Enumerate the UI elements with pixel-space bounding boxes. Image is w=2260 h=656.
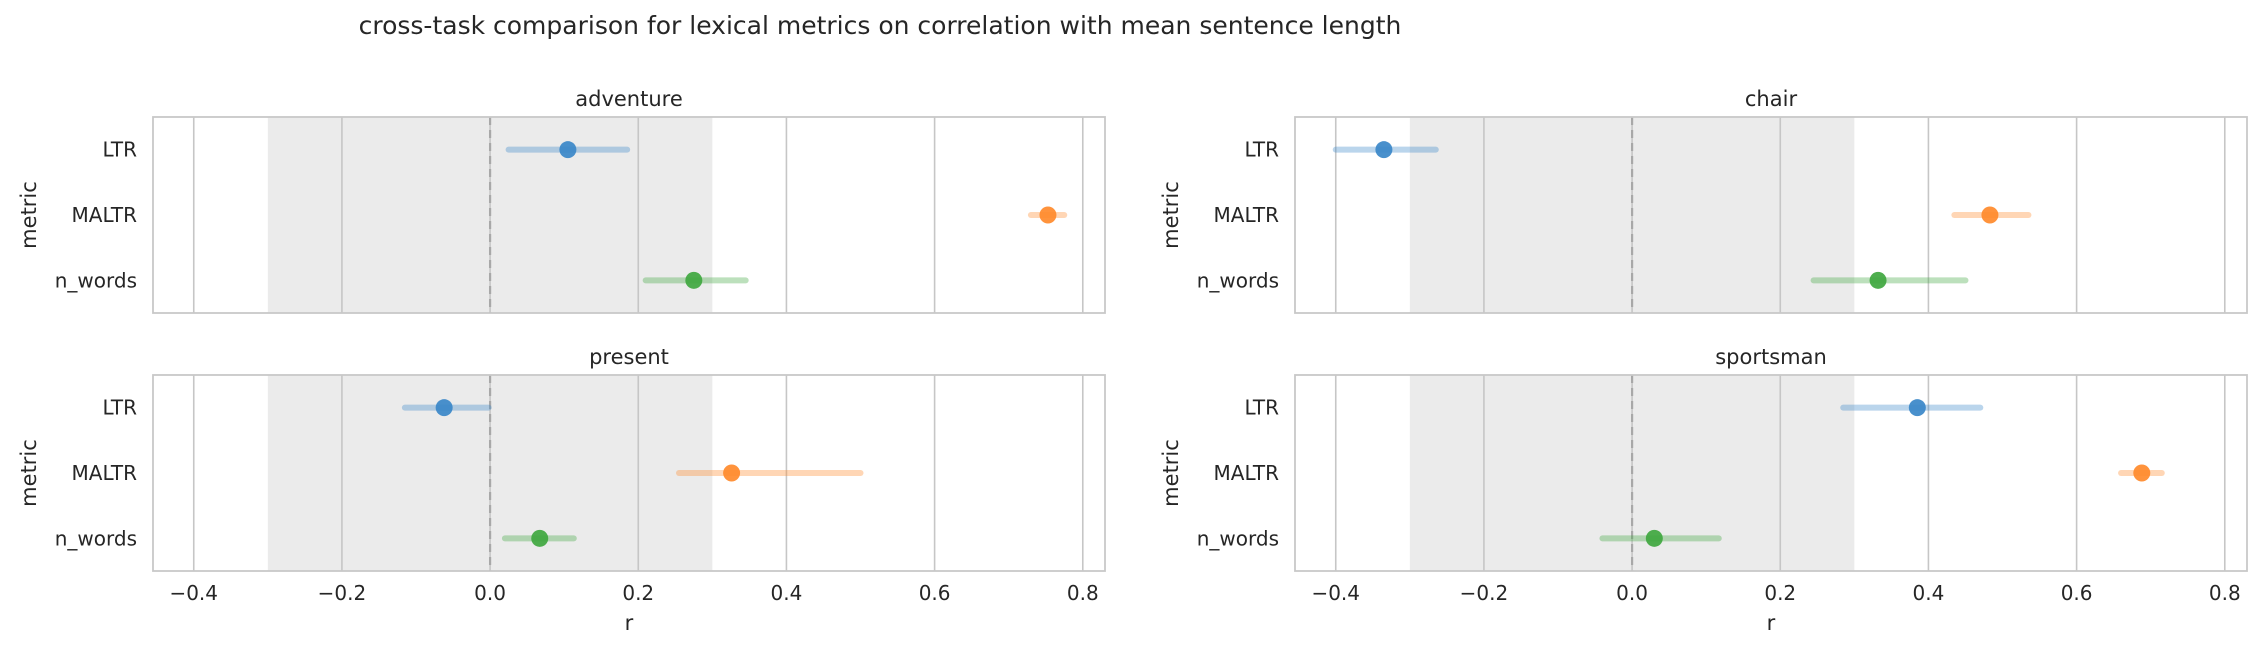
y-axis-label: metric [17, 439, 41, 507]
xtick-label: 0.6 [919, 581, 951, 605]
ytick-label: n_words [55, 268, 137, 292]
subplot-title: chair [1745, 87, 1798, 111]
figure-title: cross-task comparison for lexical metric… [359, 11, 1402, 40]
ytick-label: MALTR [1214, 461, 1280, 485]
subplot-adventure: adventure LTR MALTR n_words metric [17, 87, 1106, 314]
ytick-label: LTR [102, 396, 137, 420]
point-n_words [685, 271, 703, 289]
xtick-label: −0.2 [1460, 581, 1509, 605]
xtick-label: 0.8 [1067, 581, 1099, 605]
ytick-label: n_words [55, 526, 137, 550]
x-axis-label: r [1767, 611, 1776, 635]
point-MALTR [2133, 464, 2151, 482]
ytick-label: MALTR [72, 203, 138, 227]
plot-frame [1294, 374, 2248, 572]
xtick-label: 0.2 [622, 581, 654, 605]
point-n_words [531, 529, 549, 547]
point-MALTR [1981, 206, 1999, 224]
subplot-title: sportsman [1715, 345, 1827, 369]
plot-frame [152, 116, 1106, 314]
ytick-label: LTR [1244, 396, 1279, 420]
ytick-label: MALTR [1214, 203, 1280, 227]
y-axis-label: metric [17, 181, 41, 249]
xtick-label: 0.0 [1616, 581, 1648, 605]
point-LTR [1908, 399, 1926, 417]
xtick-label: −0.4 [169, 581, 218, 605]
y-axis-label: metric [1159, 439, 1183, 507]
point-n_words [1869, 271, 1887, 289]
subplot-sportsman: sportsman LTR MALTR n_words metric −0.4 −0.2 0.… [1159, 345, 2248, 635]
subplots: adventureLTRMALTRn_wordsmetricchairLTRMA… [17, 87, 2248, 635]
ytick-label: n_words [1197, 526, 1279, 550]
point-LTR [435, 399, 453, 417]
subplot-title: present [589, 345, 669, 369]
point-MALTR [723, 464, 741, 482]
xtick-label: 0.2 [1764, 581, 1796, 605]
x-axis-label: r [625, 611, 634, 635]
ytick-label: LTR [1244, 138, 1279, 162]
plot-frame [152, 374, 1106, 572]
subplot-chair: chair LTR MALTR n_words metric [1159, 87, 2248, 314]
xtick-label: −0.2 [318, 581, 367, 605]
xtick-label: 0.6 [2061, 581, 2093, 605]
xtick-label: 0.8 [2209, 581, 2241, 605]
subplot-title: adventure [575, 87, 683, 111]
y-axis-label: metric [1159, 181, 1183, 249]
point-LTR [1375, 141, 1393, 159]
xtick-label: 0.0 [474, 581, 506, 605]
ytick-label: n_words [1197, 268, 1279, 292]
subplot-present: present LTR MALTR n_words metric −0.4 −0.2 0.0 0… [17, 345, 1106, 635]
point-MALTR [1039, 206, 1057, 224]
ytick-label: LTR [102, 138, 137, 162]
point-n_words [1645, 529, 1663, 547]
xtick-label: −0.4 [1311, 581, 1360, 605]
plot-frame [1294, 116, 2248, 314]
xtick-label: 0.4 [1913, 581, 1945, 605]
point-LTR [559, 141, 577, 159]
xtick-label: 0.4 [771, 581, 803, 605]
ytick-label: MALTR [72, 461, 138, 485]
